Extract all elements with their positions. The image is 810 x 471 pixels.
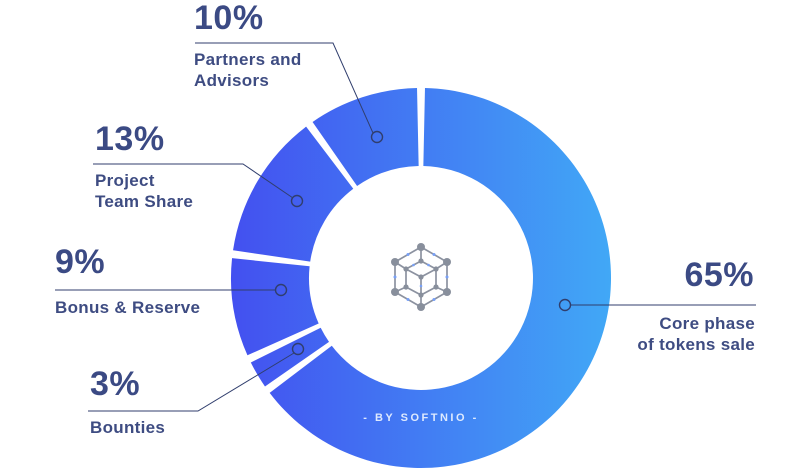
hexagon-network-icon xyxy=(391,243,451,311)
brand-credit: - BY SOFTNIO - xyxy=(363,412,479,424)
percent-label-core-phase: 65% xyxy=(684,256,754,294)
leader-line-partners-and-advisors xyxy=(195,42,374,134)
marker-dot-core-phase-of-tokens-sale xyxy=(558,298,572,312)
slice-label-core-phase: Core phase of tokens sale xyxy=(637,314,755,354)
donut-slice-bounties xyxy=(250,327,330,387)
leader-line-bounties xyxy=(88,352,295,412)
marker-dot-bonus-reserve xyxy=(274,283,288,297)
donut-slice-bonus-reserve xyxy=(231,258,319,356)
marker-dot-bounties xyxy=(291,342,305,356)
marker-dot-partners-and-advisors xyxy=(370,130,384,144)
slice-label-partners-and-advisors: Partners and Advisors xyxy=(194,50,302,90)
donut-slice-core-phase-of-tokens-sale xyxy=(269,88,612,468)
donut-slice-partners-and-advisors xyxy=(312,88,419,187)
donut-slice-project-team-share xyxy=(233,126,354,262)
slice-label-bounties: Bounties xyxy=(90,418,166,437)
slice-label-bonus-reserve: Bonus & Reserve xyxy=(55,298,201,317)
percent-label-project-team-share: 13% xyxy=(95,120,165,158)
slice-label-project-team-share: Project Team Share xyxy=(95,171,194,211)
marker-dot-project-team-share xyxy=(290,194,304,208)
leader-line-project-team-share xyxy=(93,163,294,199)
percent-label-bonus-reserve: 9% xyxy=(55,243,106,281)
percent-label-partners-and-advisors: 10% xyxy=(194,0,264,37)
percent-label-bounties: 3% xyxy=(90,365,141,403)
